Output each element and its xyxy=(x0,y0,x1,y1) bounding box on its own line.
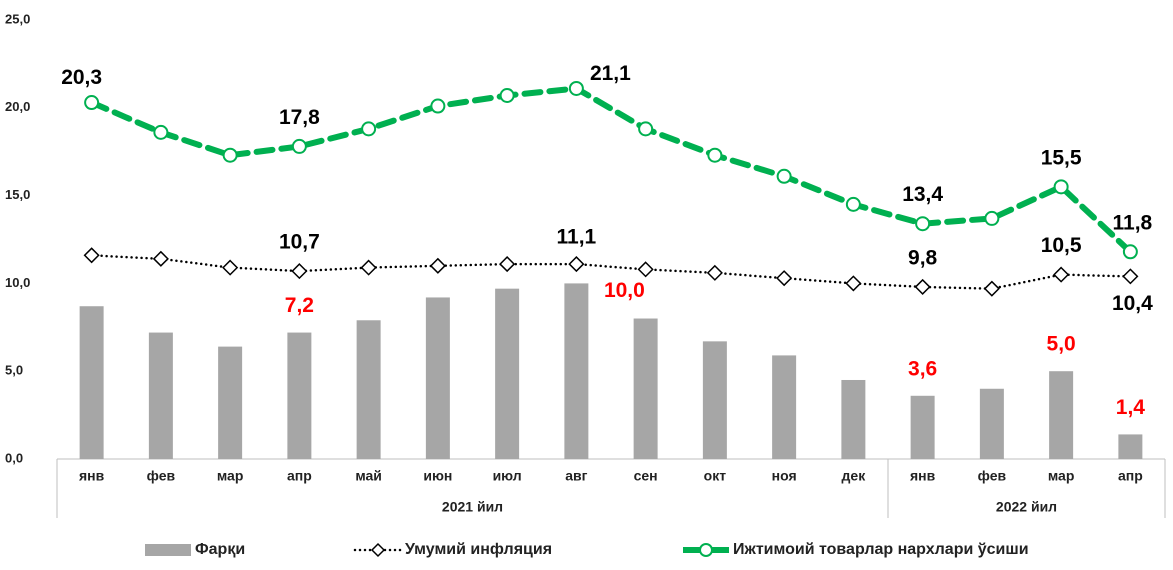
data-label: 17,8 xyxy=(279,106,320,129)
group-label: 2021 йил xyxy=(442,499,503,515)
line xyxy=(88,85,1134,255)
x-tick-label: дек xyxy=(842,468,867,484)
marker xyxy=(291,263,308,280)
marker xyxy=(776,168,792,184)
marker xyxy=(776,270,793,287)
marker xyxy=(915,216,931,232)
data-label: 20,3 xyxy=(61,66,102,89)
group-label: 2022 йил xyxy=(996,499,1057,515)
data-label: 11,8 xyxy=(1113,211,1153,234)
data-label: 10,4 xyxy=(1112,292,1153,315)
data-label: 9,8 xyxy=(908,246,938,269)
marker xyxy=(914,278,931,295)
x-tick-label: фев xyxy=(147,468,176,484)
data-label: 13,4 xyxy=(902,183,943,206)
marker xyxy=(983,280,1000,297)
x-tick-label: мар xyxy=(217,468,244,484)
marker xyxy=(222,147,238,163)
bar xyxy=(564,283,589,459)
marker xyxy=(361,121,377,137)
x-tick-label: янв xyxy=(79,468,105,484)
legend-swatch xyxy=(145,544,191,556)
line xyxy=(90,254,1132,290)
data-label: 3,6 xyxy=(908,357,937,380)
x-tick-label: фев xyxy=(978,468,1007,484)
y-tick-label: 20,0 xyxy=(5,99,30,114)
marker xyxy=(430,98,446,114)
marker xyxy=(637,261,654,278)
x-tick-label: апр xyxy=(1118,468,1143,484)
data-label: 11,1 xyxy=(557,226,597,249)
data-label: 7,2 xyxy=(285,294,314,317)
y-tick-label: 0,0 xyxy=(5,450,23,465)
bar xyxy=(1049,371,1074,459)
data-label: 10,7 xyxy=(279,231,320,254)
x-tick-label: мар xyxy=(1048,468,1075,484)
data-label: 1,4 xyxy=(1116,396,1146,419)
marker xyxy=(845,275,862,292)
bar xyxy=(841,379,866,459)
marker xyxy=(222,259,239,276)
data-label: 5,0 xyxy=(1047,333,1076,356)
bar xyxy=(910,395,935,459)
marker xyxy=(845,196,861,212)
bar xyxy=(495,288,520,459)
bar xyxy=(633,318,658,459)
bar xyxy=(425,297,450,459)
x-tick-label: ноя xyxy=(772,468,797,484)
marker xyxy=(153,124,169,140)
bar xyxy=(218,346,243,459)
marker xyxy=(83,247,100,264)
x-tick-label: окт xyxy=(704,468,727,484)
marker xyxy=(1053,179,1069,195)
bar xyxy=(1118,434,1143,459)
bar xyxy=(356,320,381,459)
marker xyxy=(1122,244,1138,260)
x-tick-label: янв xyxy=(910,468,936,484)
x-tick-label: авг xyxy=(565,468,587,484)
marker xyxy=(1053,266,1070,283)
x-tick-label: июн xyxy=(423,468,452,484)
marker xyxy=(638,121,654,137)
data-label: 21,1 xyxy=(590,62,631,85)
bar xyxy=(79,306,104,459)
bar xyxy=(287,332,312,459)
bar xyxy=(772,355,797,459)
marker xyxy=(291,138,307,154)
marker xyxy=(1122,268,1139,285)
marker xyxy=(499,88,515,104)
marker xyxy=(499,256,516,273)
marker xyxy=(429,257,446,274)
bar xyxy=(979,388,1004,459)
marker xyxy=(152,250,169,267)
data-label: 10,5 xyxy=(1041,234,1082,257)
legend-label: Умумий инфляция xyxy=(405,541,552,558)
marker xyxy=(707,147,723,163)
legend-label: Фарқи xyxy=(195,541,245,558)
x-tick-label: май xyxy=(355,468,382,484)
y-tick-label: 5,0 xyxy=(5,363,23,378)
marker xyxy=(84,95,100,111)
y-tick-label: 25,0 xyxy=(5,11,30,26)
data-label: 15,5 xyxy=(1041,146,1082,169)
marker xyxy=(360,259,377,276)
bar xyxy=(702,341,727,459)
y-tick-label: 15,0 xyxy=(5,187,30,202)
y-tick-label: 10,0 xyxy=(5,275,30,290)
x-tick-label: апр xyxy=(287,468,312,484)
bar xyxy=(148,332,173,459)
legend-swatch xyxy=(699,543,713,557)
data-label: 10,0 xyxy=(604,279,645,302)
x-tick-label: июл xyxy=(493,468,522,484)
legend-swatch xyxy=(370,542,386,558)
marker xyxy=(706,264,723,281)
x-tick-label: сен xyxy=(634,468,658,484)
marker xyxy=(568,80,584,96)
marker xyxy=(568,256,585,273)
legend-label: Ижтимоий товарлар нархлари ўсиши xyxy=(733,541,1029,558)
marker xyxy=(984,210,1000,226)
